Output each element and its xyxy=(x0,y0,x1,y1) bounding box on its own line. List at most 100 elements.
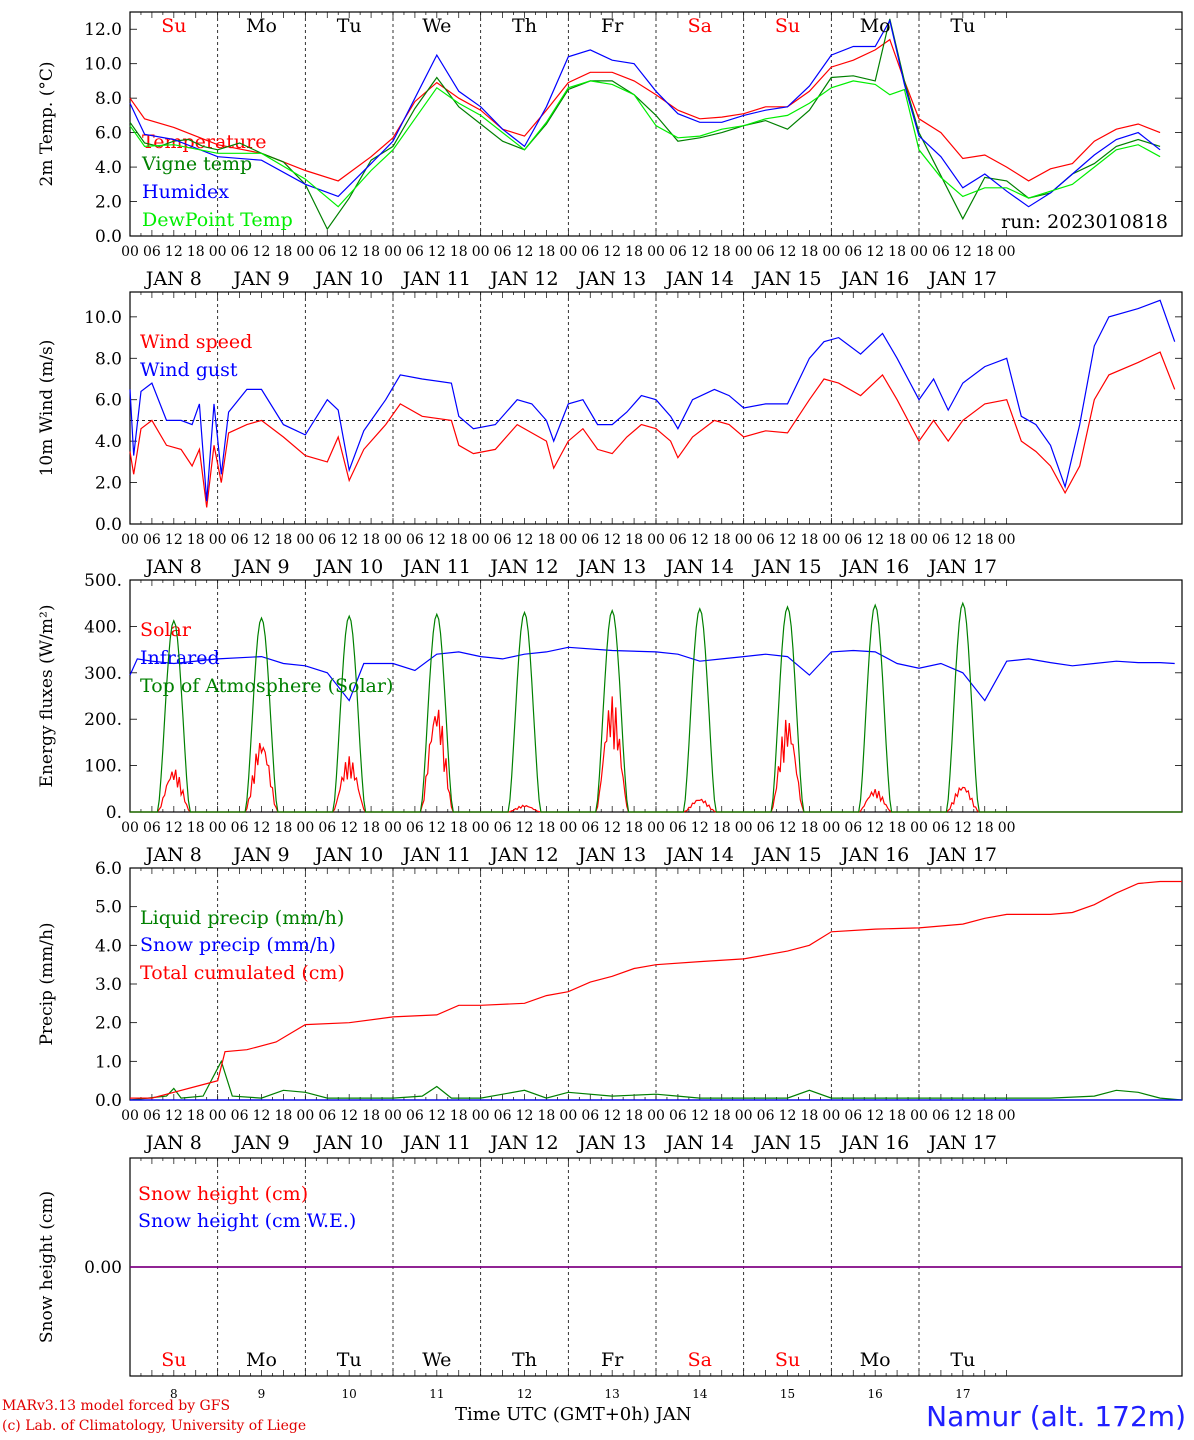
hour-label: 00 xyxy=(735,1108,753,1124)
hour-label: 12 xyxy=(954,1108,972,1124)
hour-label: 18 xyxy=(450,532,468,548)
hour-label: 18 xyxy=(450,1108,468,1124)
date-label: JAN 12 xyxy=(488,1132,558,1154)
hour-label: 12 xyxy=(691,244,709,260)
hour-label: 00 xyxy=(998,244,1016,260)
hour-label: 00 xyxy=(209,1108,227,1124)
hour-label: 06 xyxy=(844,1108,862,1124)
y-tick-label: 6.0 xyxy=(95,124,122,144)
run-annotation: run: 2023010818 xyxy=(1001,211,1168,233)
hour-label: 12 xyxy=(866,820,884,836)
hour-label: 00 xyxy=(296,820,314,836)
y-tick-label: 0.0 xyxy=(95,515,122,535)
hour-label: 12 xyxy=(165,532,183,548)
hour-label: 00 xyxy=(735,244,753,260)
date-label: JAN 12 xyxy=(488,268,558,290)
hour-label: 06 xyxy=(231,1108,249,1124)
hour-label: 06 xyxy=(318,532,336,548)
date-label: JAN 17 xyxy=(927,268,997,290)
date-label: JAN 10 xyxy=(313,1132,383,1154)
day-label: Tu xyxy=(950,1349,975,1371)
date-label: JAN 14 xyxy=(664,556,734,578)
hour-label: 06 xyxy=(932,820,950,836)
hour-label: 12 xyxy=(603,244,621,260)
hour-label: 18 xyxy=(538,532,556,548)
date-label: JAN 13 xyxy=(576,556,646,578)
hour-label: 18 xyxy=(625,820,643,836)
date-label: JAN 9 xyxy=(231,268,289,290)
hour-label: 00 xyxy=(472,1108,490,1124)
hour-label: 18 xyxy=(888,532,906,548)
legend-entry: Snow height (cm W.E.) xyxy=(138,1210,356,1232)
hour-label: 18 xyxy=(801,532,819,548)
date-label: JAN 11 xyxy=(401,268,471,290)
y-axis-title: 10m Wind (m/s) xyxy=(37,340,57,477)
hour-label: 12 xyxy=(691,532,709,548)
hour-label: 18 xyxy=(362,244,380,260)
hour-label: 12 xyxy=(516,532,534,548)
hour-label: 06 xyxy=(757,532,775,548)
hour-label: 00 xyxy=(121,820,139,836)
date-label: JAN 10 xyxy=(313,556,383,578)
date-label: 11 xyxy=(429,1387,444,1401)
y-tick-label: 4.0 xyxy=(95,936,122,956)
hour-label: 12 xyxy=(165,1108,183,1124)
hour-label: 12 xyxy=(603,1108,621,1124)
hour-label: 18 xyxy=(888,244,906,260)
date-label: 16 xyxy=(868,1387,883,1401)
hour-label: 18 xyxy=(801,1108,819,1124)
hour-label: 18 xyxy=(450,820,468,836)
hour-label: 18 xyxy=(450,244,468,260)
hour-label: 00 xyxy=(296,244,314,260)
hour-label: 12 xyxy=(428,820,446,836)
hour-label: 06 xyxy=(757,820,775,836)
date-label: JAN 15 xyxy=(751,844,821,866)
day-label: Tu xyxy=(337,15,362,37)
y-tick-label: 2.0 xyxy=(95,193,122,213)
hour-label: 00 xyxy=(296,1108,314,1124)
hour-label: 12 xyxy=(340,244,358,260)
legend-entry: Infrared xyxy=(140,647,220,669)
hour-label: 18 xyxy=(625,244,643,260)
day-label: We xyxy=(422,15,451,37)
date-label: JAN 14 xyxy=(664,268,734,290)
series-line xyxy=(129,38,1161,182)
date-label: JAN 16 xyxy=(839,1132,909,1154)
legend-entry: Snow precip (mm/h) xyxy=(140,934,336,956)
y-axis-title: Snow height (cm) xyxy=(37,1191,57,1343)
hour-label: 00 xyxy=(647,820,665,836)
date-label: JAN 16 xyxy=(839,556,909,578)
y-tick-label: 300. xyxy=(84,664,122,684)
legend-entry: Solar xyxy=(140,619,192,641)
y-tick-label: 500. xyxy=(84,571,122,591)
day-label: Mo xyxy=(246,1349,277,1371)
hour-label: 06 xyxy=(757,244,775,260)
hour-label: 06 xyxy=(406,532,424,548)
y-tick-label: 0.0 xyxy=(95,1091,122,1111)
hour-label: 18 xyxy=(538,820,556,836)
hour-label: 00 xyxy=(998,820,1016,836)
day-label: Tu xyxy=(337,1349,362,1371)
legend-entry: DewPoint Temp xyxy=(142,209,293,231)
date-label: JAN 9 xyxy=(231,844,289,866)
series-line xyxy=(129,299,1176,502)
hour-label: 00 xyxy=(472,244,490,260)
hour-label: 06 xyxy=(494,532,512,548)
date-label: 17 xyxy=(955,1387,970,1401)
date-label: JAN 11 xyxy=(401,556,471,578)
hour-label: 06 xyxy=(494,820,512,836)
hour-label: 06 xyxy=(932,532,950,548)
date-label: JAN 17 xyxy=(927,1132,997,1154)
hour-label: 06 xyxy=(669,532,687,548)
y-tick-label: 10.0 xyxy=(84,55,122,75)
date-label: JAN 13 xyxy=(576,1132,646,1154)
day-label: Fr xyxy=(601,15,624,37)
hour-label: 00 xyxy=(209,820,227,836)
series-line xyxy=(129,18,1161,208)
hour-label: 18 xyxy=(362,1108,380,1124)
hour-label: 18 xyxy=(801,244,819,260)
legend-entry: Liquid precip (mm/h) xyxy=(140,907,344,929)
date-label: JAN 13 xyxy=(576,268,646,290)
hour-label: 06 xyxy=(143,244,161,260)
hour-label: 18 xyxy=(801,820,819,836)
